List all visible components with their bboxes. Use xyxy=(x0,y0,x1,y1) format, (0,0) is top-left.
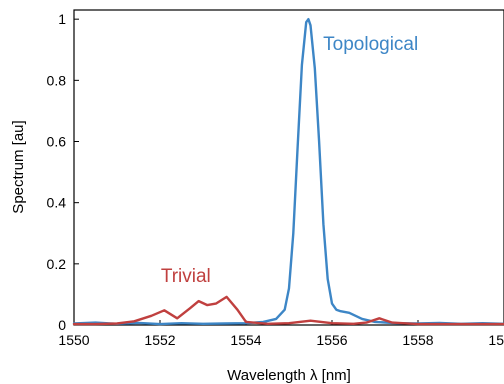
x-axis-ticks: 1550 1552 1554 1556 1558 1560 xyxy=(58,320,504,348)
y-tick-label-1: 0.2 xyxy=(47,256,67,272)
x-tick-label-2: 1554 xyxy=(230,332,261,348)
y-tick-label-0: 0 xyxy=(58,317,66,333)
annotation-trivial: Trivial xyxy=(161,266,211,287)
x-tick-label-0: 1550 xyxy=(58,332,89,348)
x-axis-label: Wavelength λ [nm] xyxy=(227,367,351,384)
y-axis-ticks: 0 0.2 0.4 0.6 0.8 1 xyxy=(47,11,79,333)
plot-frame xyxy=(73,9,504,326)
x-tick-label-5: 1560 xyxy=(488,332,504,348)
x-tick-label-1: 1552 xyxy=(144,332,175,348)
y-tick-label-3: 0.6 xyxy=(47,134,67,150)
y-axis-label: Spectrum [au] xyxy=(10,120,27,213)
series-layer xyxy=(72,18,504,326)
series-line-topological xyxy=(72,18,504,326)
annotation-topological: Topological xyxy=(323,34,418,55)
x-tick-label-4: 1558 xyxy=(402,332,433,348)
y-tick-label-5: 1 xyxy=(58,11,66,27)
y-tick-label-4: 0.8 xyxy=(47,72,67,88)
annotation-layer: Topological Trivial xyxy=(161,34,418,287)
y-tick-label-2: 0.4 xyxy=(47,195,67,211)
series-line-trivial xyxy=(72,295,504,326)
x-tick-label-3: 1556 xyxy=(316,332,347,348)
